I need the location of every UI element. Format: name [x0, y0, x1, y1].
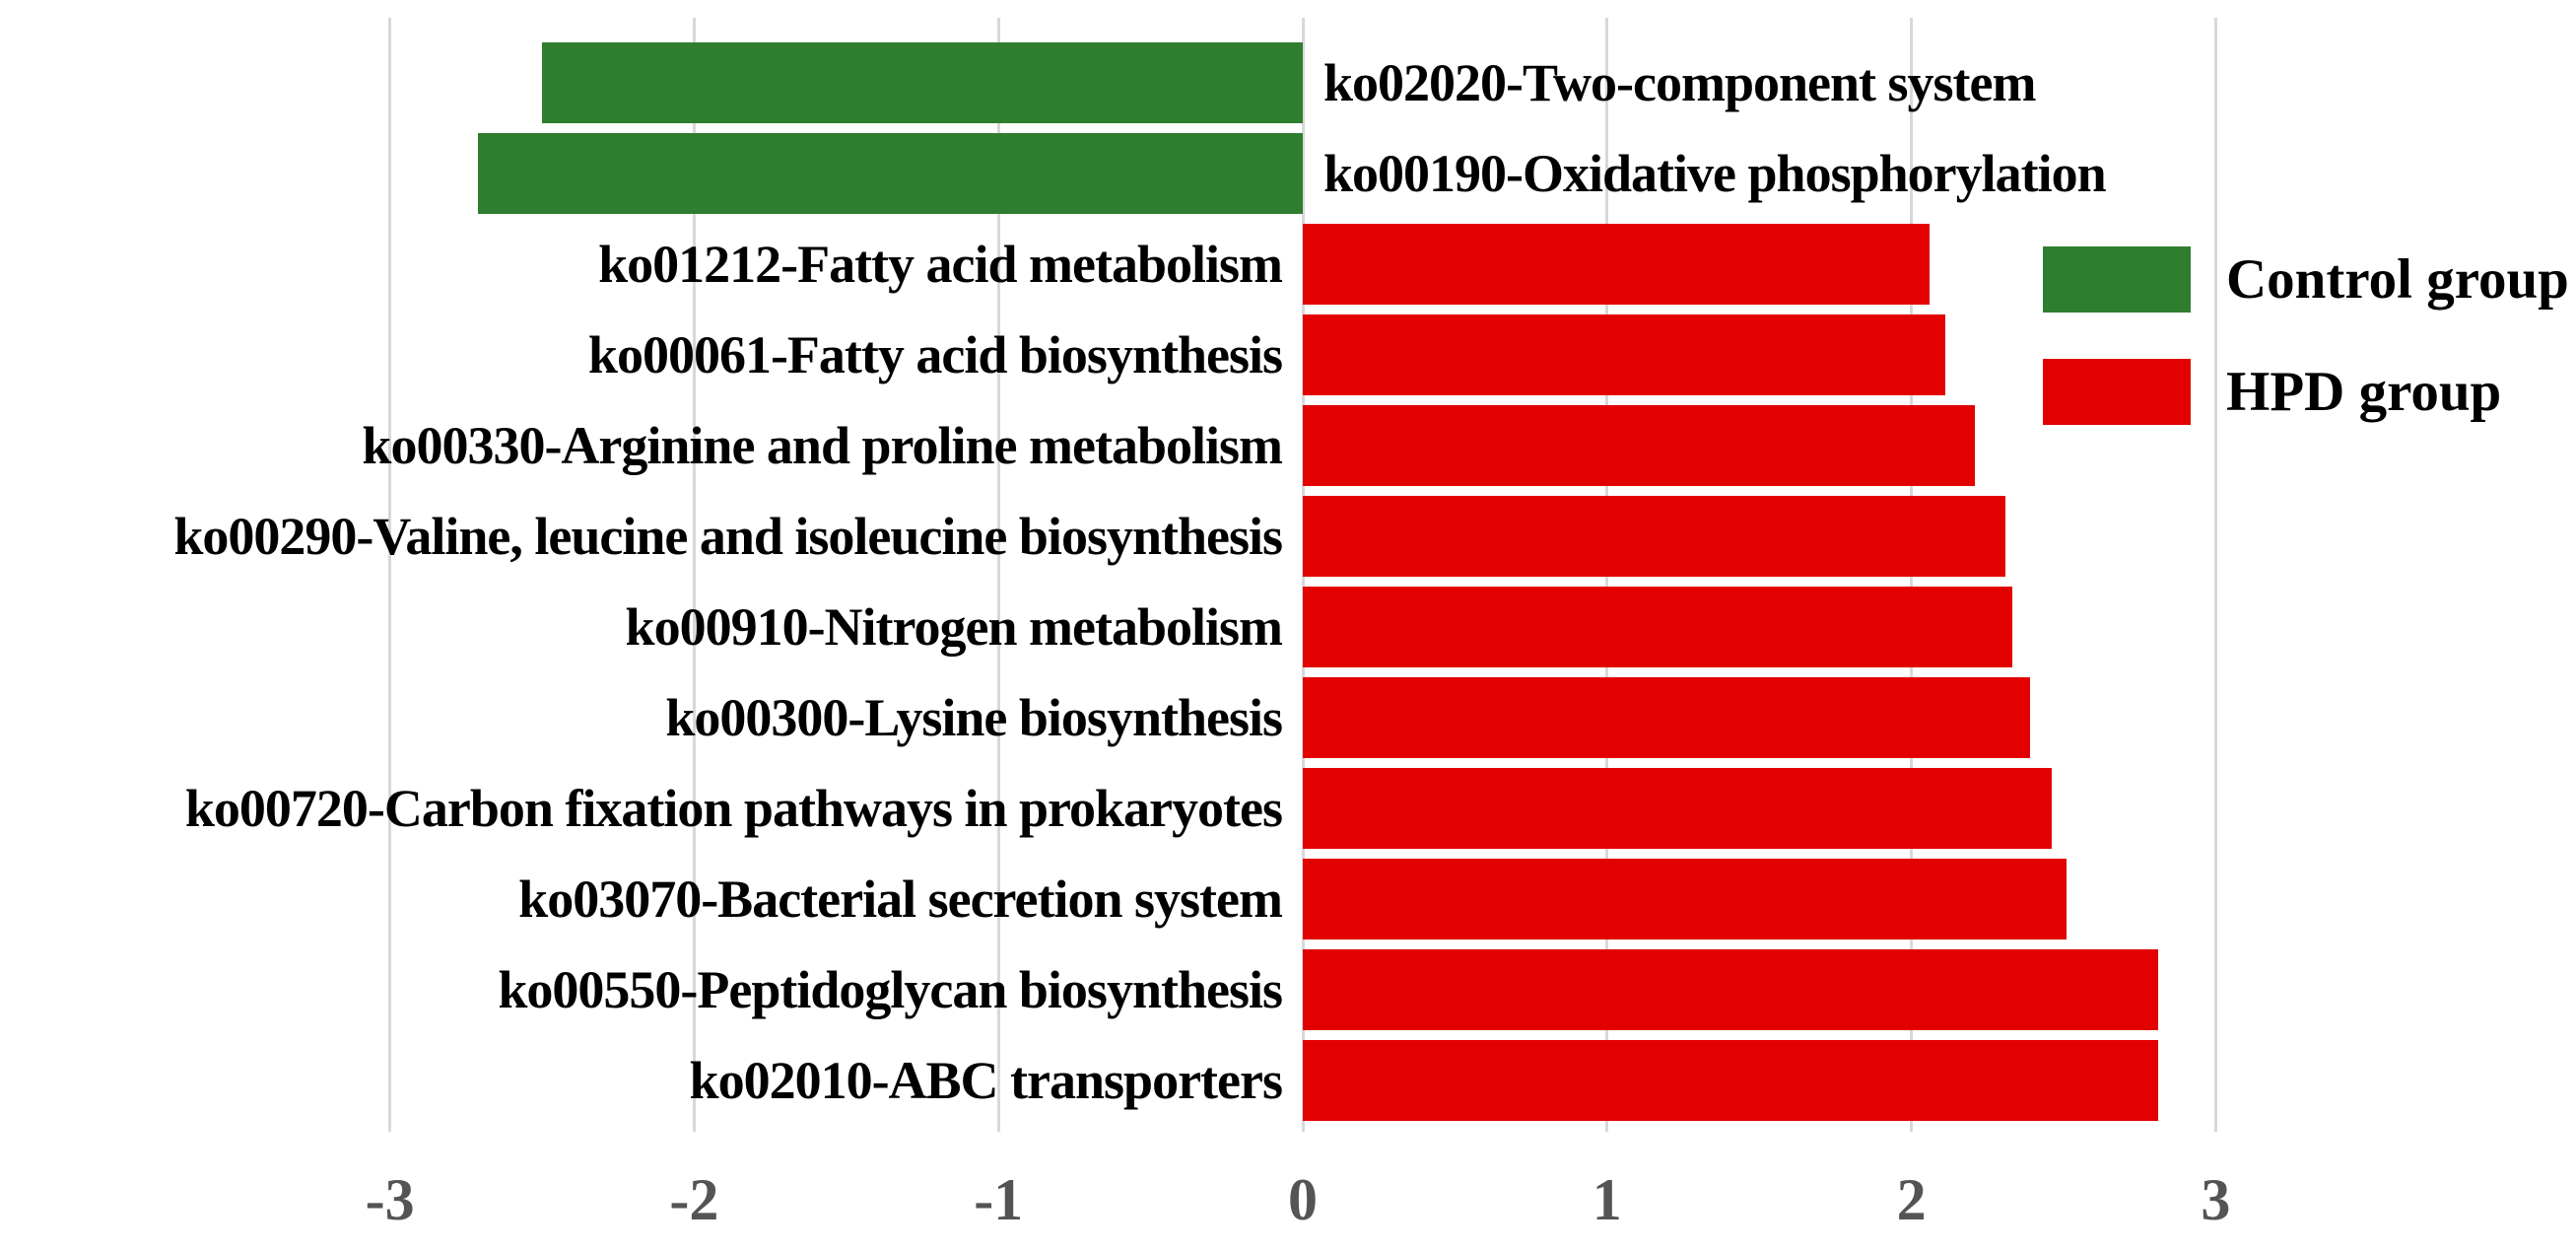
- bar: [1303, 224, 1931, 305]
- x-tick-label: 3: [2201, 1167, 2231, 1232]
- bar-label: ko00290-Valine, leucine and isoleucine b…: [173, 507, 1283, 566]
- bar-label: ko00300-Lysine biosynthesis: [665, 688, 1283, 747]
- bar-label: ko00061-Fatty acid biosynthesis: [587, 325, 1283, 384]
- bar-label: ko00910-Nitrogen metabolism: [625, 597, 1283, 657]
- bar: [1303, 677, 2031, 758]
- x-tick-label: -3: [365, 1167, 415, 1232]
- bar: [1303, 405, 1976, 486]
- legend-label-hpd: HPD group: [2226, 360, 2502, 423]
- bar-label: ko03070-Bacterial secretion system: [518, 869, 1283, 929]
- x-tick-label: 0: [1288, 1167, 1318, 1232]
- bar: [1303, 1040, 2158, 1121]
- x-tick-label: 1: [1592, 1167, 1622, 1232]
- bar-label: ko01212-Fatty acid metabolism: [598, 235, 1283, 294]
- bar-label: ko00550-Peptidoglycan biosynthesis: [498, 960, 1283, 1019]
- gridline: [2213, 18, 2217, 1132]
- bar-label: ko00330-Arginine and proline metabolism: [362, 416, 1283, 475]
- bar: [1303, 496, 2006, 577]
- x-tick-label: 2: [1896, 1167, 1927, 1232]
- bar: [1303, 859, 2068, 939]
- bar-label: ko00190-Oxidative phosphorylation: [1323, 144, 2107, 203]
- legend-label-control: Control group: [2226, 247, 2569, 311]
- bar: [1303, 949, 2158, 1030]
- bar-label: ko00720-Carbon fixation pathways in prok…: [184, 779, 1283, 838]
- bar-label: ko02010-ABC transporters: [689, 1051, 1283, 1110]
- legend-entry-hpd: HPD group: [2043, 358, 2501, 425]
- bar: [1303, 587, 2012, 667]
- x-tick-label: -1: [974, 1167, 1024, 1232]
- bar: [1303, 768, 2052, 849]
- bar: [478, 133, 1303, 214]
- gridline: [388, 18, 392, 1132]
- legend-swatch-control-icon: [2043, 245, 2191, 313]
- gridline: [996, 18, 1000, 1132]
- bar: [1303, 314, 1945, 395]
- bar: [542, 42, 1303, 123]
- bar-label: ko02020-Two-component system: [1323, 53, 2036, 112]
- legend-swatch-hpd-icon: [2043, 358, 2191, 425]
- x-tick-label: -2: [669, 1167, 719, 1232]
- legend-entry-control: Control group: [2043, 245, 2569, 313]
- gridline: [692, 18, 696, 1132]
